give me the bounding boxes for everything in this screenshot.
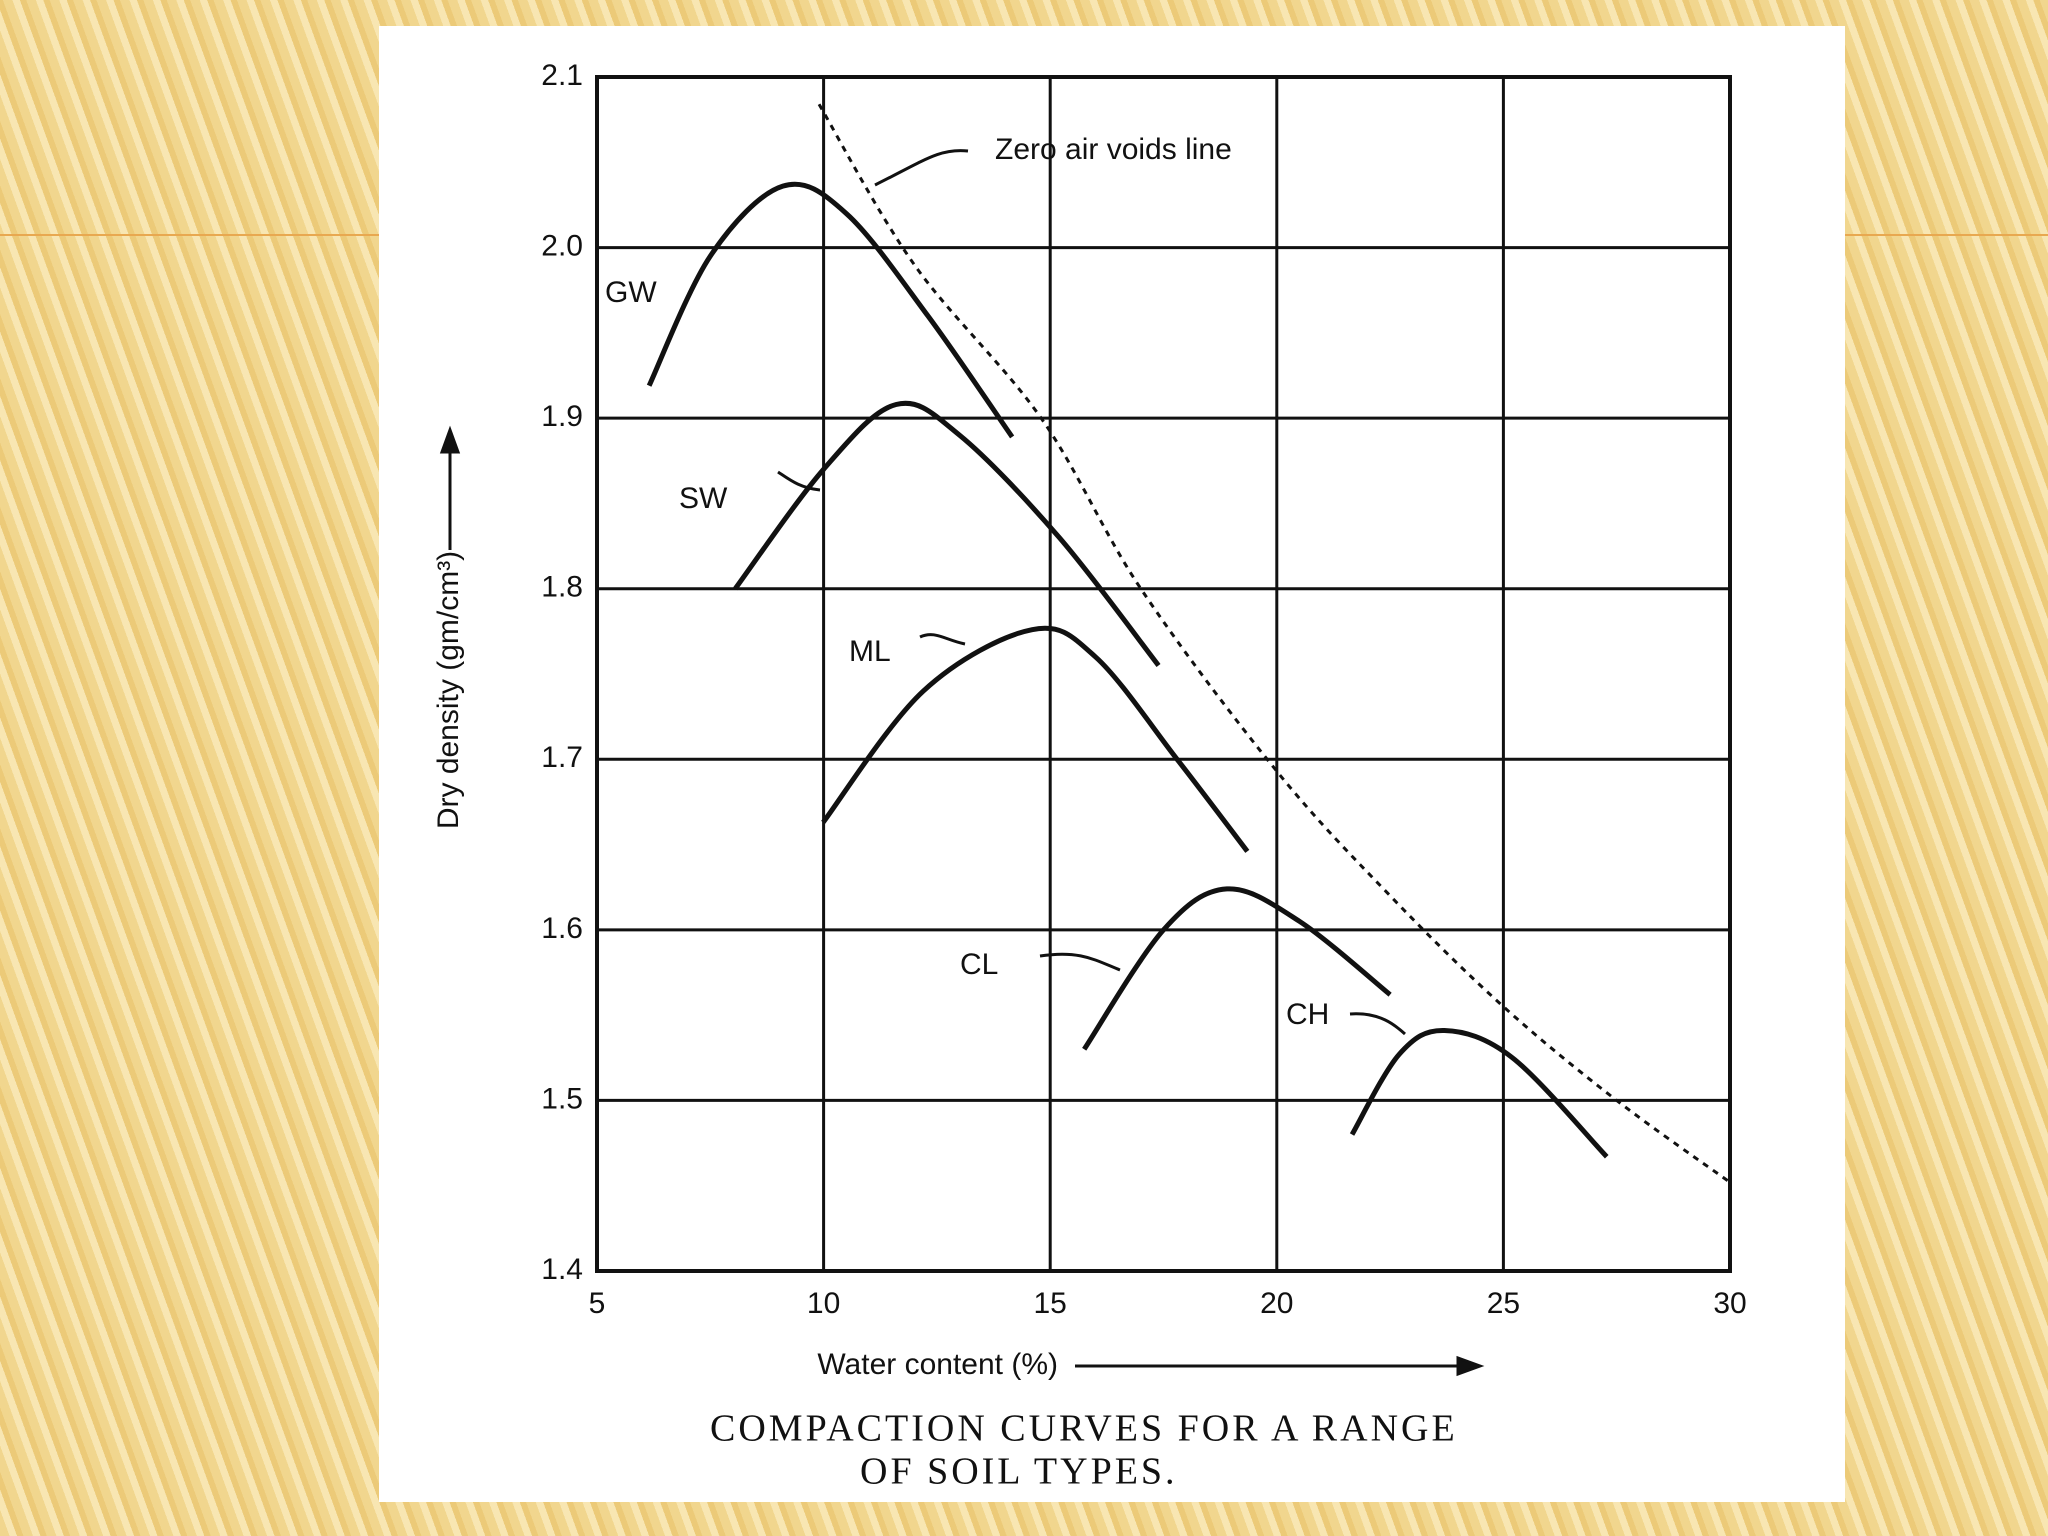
x-tick-label: 15: [1034, 1287, 1067, 1320]
label-arrow: [1349, 1012, 1407, 1036]
panel: [379, 26, 1845, 1502]
annotation-arrow: [874, 149, 969, 187]
series-label: CH: [1286, 998, 1329, 1031]
annotation: Zero air voids line: [995, 133, 1232, 166]
x-axis-label: Water content (%): [817, 1348, 1058, 1381]
label-arrow: [777, 470, 821, 492]
curve: [646, 181, 1015, 439]
caption: OF SOIL TYPES.: [860, 1451, 1178, 1493]
axis-arrow: [1075, 1355, 1485, 1377]
x-tick-label: 25: [1487, 1287, 1520, 1320]
y-tick-label: 1.5: [541, 1082, 583, 1115]
y-tick-label: 1.6: [541, 912, 583, 945]
curve: [1082, 886, 1392, 1051]
y-tick-label: 2.1: [541, 59, 583, 92]
curve: [821, 625, 1250, 853]
series-label: SW: [679, 482, 728, 515]
y-tick-label: 1.9: [541, 400, 583, 433]
curve: [817, 103, 1731, 1184]
curve: [733, 400, 1161, 668]
y-axis-label: Dry density (gm/cm³): [432, 551, 465, 829]
caption: COMPACTION CURVES FOR A RANGE: [710, 1408, 1458, 1450]
label-arrow: [919, 633, 966, 646]
plot: 1.4 1.5 1.6 1.7 1.8 1.9 2.0 2.1 5 10 15 20 25 30 GW SW M…: [541, 59, 1746, 1320]
y-tick-label: 2.0: [541, 229, 583, 262]
label-arrow: [1039, 952, 1121, 972]
y-tick-label: 1.8: [541, 571, 583, 604]
x-tick-label: 5: [589, 1287, 606, 1320]
plot-frame: [595, 75, 1732, 1273]
y-tick-label: 1.4: [541, 1253, 583, 1286]
x-tick-label: 30: [1713, 1287, 1746, 1320]
y-tick-label: 1.7: [541, 741, 583, 774]
x-tick-label: 20: [1260, 1287, 1293, 1320]
series-label: ML: [849, 635, 891, 668]
series-label: CL: [960, 948, 998, 981]
series-label: GW: [605, 276, 657, 309]
x-tick-label: 10: [807, 1287, 840, 1320]
curve: [1349, 1027, 1609, 1159]
axis-arrow: [439, 425, 461, 550]
